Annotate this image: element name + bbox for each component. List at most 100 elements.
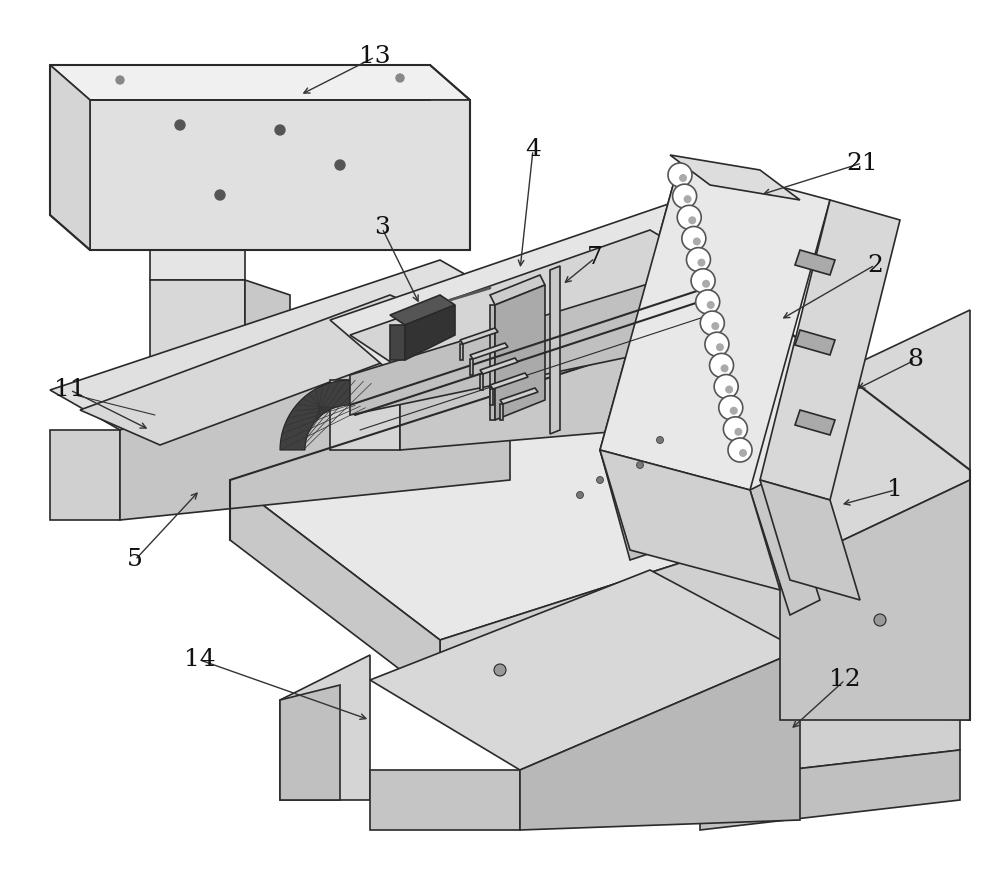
Polygon shape <box>600 160 710 550</box>
Polygon shape <box>460 344 463 360</box>
Circle shape <box>711 322 719 330</box>
Polygon shape <box>500 388 538 404</box>
Polygon shape <box>230 480 440 700</box>
Polygon shape <box>400 250 750 450</box>
Circle shape <box>116 76 124 84</box>
Circle shape <box>702 280 710 287</box>
Polygon shape <box>480 374 483 390</box>
Polygon shape <box>490 389 493 405</box>
Polygon shape <box>780 310 970 570</box>
Polygon shape <box>370 570 800 770</box>
Circle shape <box>734 428 742 436</box>
Polygon shape <box>500 404 503 420</box>
Text: 4: 4 <box>525 138 541 161</box>
Circle shape <box>697 259 705 267</box>
Circle shape <box>673 184 697 208</box>
Polygon shape <box>230 310 970 640</box>
Circle shape <box>656 436 664 443</box>
Circle shape <box>275 125 285 135</box>
Polygon shape <box>700 490 960 780</box>
Circle shape <box>668 163 692 187</box>
Polygon shape <box>50 65 470 100</box>
Polygon shape <box>480 358 518 374</box>
Text: 5: 5 <box>127 549 143 571</box>
Circle shape <box>335 160 345 170</box>
Circle shape <box>637 462 644 469</box>
Polygon shape <box>495 285 545 420</box>
Circle shape <box>215 190 225 200</box>
Text: 14: 14 <box>184 649 216 672</box>
Polygon shape <box>150 250 245 280</box>
Circle shape <box>721 364 729 373</box>
Circle shape <box>707 300 715 309</box>
Polygon shape <box>460 328 498 344</box>
Polygon shape <box>520 650 800 830</box>
Circle shape <box>730 407 738 415</box>
Circle shape <box>682 226 706 251</box>
Polygon shape <box>795 330 835 355</box>
Polygon shape <box>760 200 900 500</box>
Polygon shape <box>150 280 245 490</box>
Polygon shape <box>280 380 374 450</box>
Polygon shape <box>490 275 545 305</box>
Polygon shape <box>120 300 510 520</box>
Circle shape <box>696 290 720 314</box>
Polygon shape <box>600 450 780 590</box>
Polygon shape <box>405 305 455 360</box>
Text: 21: 21 <box>846 152 878 174</box>
Circle shape <box>725 386 733 394</box>
Polygon shape <box>795 250 835 275</box>
Polygon shape <box>370 770 520 830</box>
Circle shape <box>175 120 185 130</box>
Circle shape <box>679 174 687 182</box>
Polygon shape <box>440 470 970 720</box>
Polygon shape <box>490 305 495 420</box>
Polygon shape <box>280 655 370 800</box>
Polygon shape <box>280 685 340 800</box>
Polygon shape <box>795 410 835 435</box>
Circle shape <box>705 332 729 356</box>
Text: 3: 3 <box>374 217 390 240</box>
Polygon shape <box>350 265 710 415</box>
Text: 7: 7 <box>587 246 603 269</box>
Polygon shape <box>50 260 510 430</box>
Polygon shape <box>670 155 800 200</box>
Circle shape <box>596 476 604 483</box>
Text: 12: 12 <box>829 669 861 692</box>
Circle shape <box>714 375 738 399</box>
Circle shape <box>723 417 747 441</box>
Polygon shape <box>330 200 750 380</box>
Circle shape <box>688 216 696 225</box>
Polygon shape <box>760 480 860 600</box>
Text: 1: 1 <box>887 478 903 502</box>
Polygon shape <box>470 343 508 359</box>
Circle shape <box>716 343 724 351</box>
Polygon shape <box>50 65 90 250</box>
Circle shape <box>728 438 752 462</box>
Circle shape <box>396 74 404 82</box>
Polygon shape <box>600 440 660 560</box>
Polygon shape <box>700 750 960 830</box>
Polygon shape <box>550 266 560 434</box>
Polygon shape <box>780 480 970 720</box>
Polygon shape <box>490 373 528 389</box>
Text: 2: 2 <box>867 253 883 276</box>
Polygon shape <box>80 295 470 445</box>
Circle shape <box>494 664 506 676</box>
Polygon shape <box>470 359 473 375</box>
Polygon shape <box>245 280 290 490</box>
Circle shape <box>710 354 734 377</box>
Text: 13: 13 <box>359 45 391 69</box>
Circle shape <box>874 614 886 626</box>
Circle shape <box>700 311 724 335</box>
Polygon shape <box>390 295 455 325</box>
Text: 11: 11 <box>54 379 86 402</box>
Text: 8: 8 <box>907 348 923 372</box>
Circle shape <box>684 195 692 203</box>
Circle shape <box>691 269 715 293</box>
Polygon shape <box>50 430 120 520</box>
Polygon shape <box>90 100 470 250</box>
Polygon shape <box>390 325 405 360</box>
Circle shape <box>719 395 743 420</box>
Circle shape <box>686 247 710 272</box>
